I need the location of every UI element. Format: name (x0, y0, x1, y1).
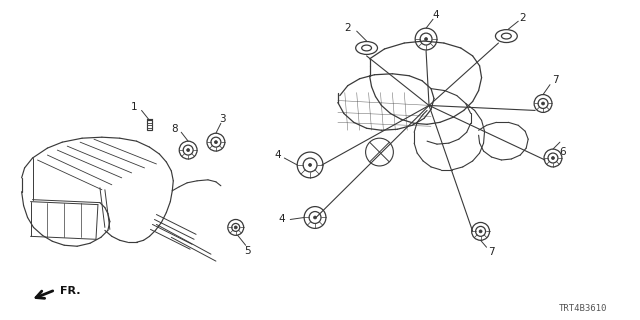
Circle shape (541, 102, 545, 105)
Text: FR.: FR. (60, 286, 81, 296)
Circle shape (308, 164, 312, 166)
Circle shape (424, 37, 428, 41)
Circle shape (552, 156, 554, 159)
Text: 7: 7 (488, 247, 495, 257)
Text: 6: 6 (559, 147, 566, 157)
Text: 8: 8 (171, 124, 177, 134)
Text: 7: 7 (552, 75, 558, 85)
Text: TRT4B3610: TRT4B3610 (559, 304, 607, 313)
Circle shape (479, 230, 482, 233)
Text: 4: 4 (433, 10, 439, 20)
Circle shape (314, 216, 317, 219)
Text: 4: 4 (274, 150, 281, 160)
Text: 3: 3 (220, 114, 226, 124)
Circle shape (214, 141, 218, 144)
Text: 2: 2 (519, 13, 525, 23)
Circle shape (187, 148, 189, 152)
Text: 2: 2 (344, 23, 351, 33)
Circle shape (234, 226, 237, 229)
Text: 4: 4 (278, 214, 285, 224)
Text: 1: 1 (131, 102, 138, 112)
Text: 5: 5 (244, 246, 251, 256)
